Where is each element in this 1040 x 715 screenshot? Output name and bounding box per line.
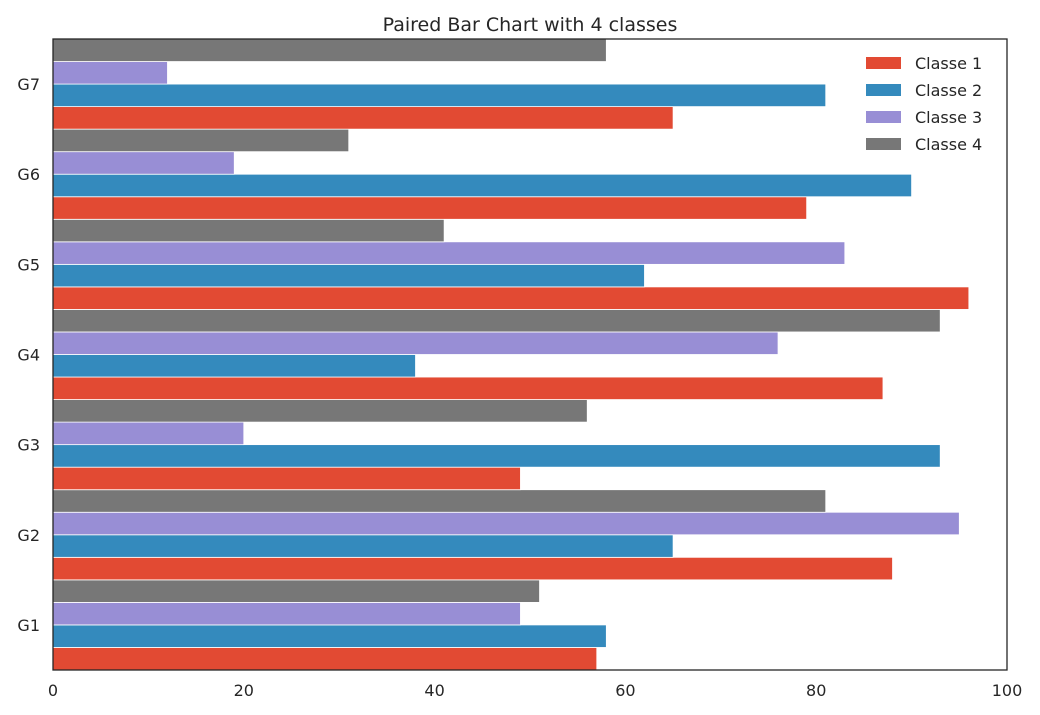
legend-label-classe-3: Classe 3 [915,108,982,127]
x-tick-label-80: 80 [806,681,826,700]
legend-swatch-classe-1 [866,57,901,69]
bar-g7-classe-1 [52,106,674,130]
bar-g6-classe-4 [52,128,350,153]
y-tick-label-g3: G3 [17,436,40,455]
bar-g6-classe-2 [52,173,912,198]
bar-g4-classe-2 [52,354,416,378]
bar-g3-classe-2 [52,444,941,468]
legend-swatch-classe-2 [866,84,901,96]
legend-swatch-classe-3 [866,111,901,123]
y-tick-label-g6: G6 [17,165,40,184]
bar-g5-classe-1 [52,286,970,310]
bar-g4-classe-3 [52,331,779,355]
bar-g1-classe-3 [52,601,521,626]
bar-g3-classe-1 [52,466,521,491]
x-tick-label-40: 40 [424,681,444,700]
y-axis-ticks: G1 G2 G3 G4 G5 G6 G7 [17,75,40,635]
y-tick-label-g4: G4 [17,346,40,365]
bar-g6-classe-3 [52,151,235,175]
bar-g3-classe-3 [52,421,245,446]
legend: Classe 1 Classe 2 Classe 3 Classe 4 [866,54,982,154]
legend-label-classe-4: Classe 4 [915,135,982,154]
bar-g7-classe-4 [52,38,607,62]
bar-g1-classe-1 [52,647,598,671]
chart-title: Paired Bar Chart with 4 classes [383,14,678,36]
y-tick-label-g1: G1 [17,616,40,635]
bar-g6-classe-1 [52,196,808,220]
y-tick-label-g7: G7 [17,75,40,94]
bar-g1-classe-2 [52,624,607,648]
bar-g4-classe-1 [52,376,884,400]
bar-g2-classe-2 [52,534,674,558]
legend-label-classe-2: Classe 2 [915,81,982,100]
bars-layer [52,38,970,671]
bar-g4-classe-4 [52,309,941,333]
legend-swatch-classe-4 [866,138,901,150]
bar-g7-classe-2 [52,83,827,108]
bar-g2-classe-3 [52,511,960,536]
x-tick-label-100: 100 [992,681,1023,700]
bar-g5-classe-3 [52,241,846,265]
bar-g7-classe-3 [52,61,168,85]
x-tick-label-20: 20 [234,681,254,700]
bar-g5-classe-2 [52,263,645,288]
x-axis-ticks: 0 20 40 60 80 100 [48,681,1022,700]
x-tick-label-0: 0 [48,681,58,700]
bar-g3-classe-4 [52,399,588,423]
plot-frame [52,38,1008,671]
bar-g2-classe-4 [52,489,827,513]
bar-g1-classe-4 [52,579,540,603]
bar-g5-classe-4 [52,218,445,243]
x-tick-label-60: 60 [615,681,635,700]
legend-label-classe-1: Classe 1 [915,54,982,73]
y-tick-label-g2: G2 [17,526,40,545]
y-tick-label-g5: G5 [17,255,40,274]
bar-g2-classe-1 [52,556,893,581]
